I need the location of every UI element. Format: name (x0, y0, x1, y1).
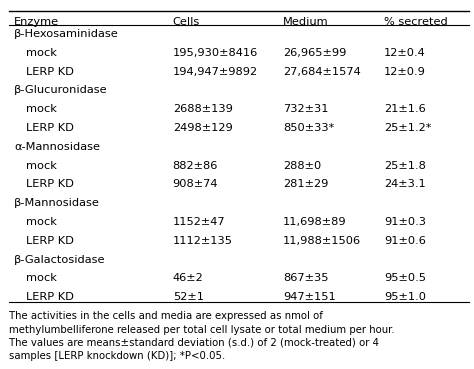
Text: 26,965±99: 26,965±99 (283, 48, 346, 58)
Text: β-Galactosidase: β-Galactosidase (14, 255, 106, 265)
Text: 194,947±9892: 194,947±9892 (173, 67, 258, 77)
Text: The activities in the cells and media are expressed as nmol of
methylumbellifero: The activities in the cells and media ar… (9, 311, 395, 361)
Text: 91±0.6: 91±0.6 (384, 236, 426, 246)
Text: Cells: Cells (173, 17, 200, 27)
Text: 11,698±89: 11,698±89 (283, 217, 346, 227)
Text: β-Glucuronidase: β-Glucuronidase (14, 85, 108, 96)
Text: 25±1.8: 25±1.8 (384, 161, 426, 170)
Text: mock: mock (26, 48, 56, 58)
Text: 24±3.1: 24±3.1 (384, 179, 426, 189)
Text: 281±29: 281±29 (283, 179, 328, 189)
Text: β-Hexosaminidase: β-Hexosaminidase (14, 29, 119, 39)
Text: 2498±129: 2498±129 (173, 123, 232, 133)
Text: 288±0: 288±0 (283, 161, 321, 170)
Text: LERP KD: LERP KD (26, 179, 73, 189)
Text: % secreted: % secreted (384, 17, 448, 27)
Text: 732±31: 732±31 (283, 104, 328, 114)
Text: 2688±139: 2688±139 (173, 104, 233, 114)
Text: Enzyme: Enzyme (14, 17, 59, 27)
Text: 11,988±1506: 11,988±1506 (283, 236, 361, 246)
Text: 91±0.3: 91±0.3 (384, 217, 426, 227)
Text: LERP KD: LERP KD (26, 292, 73, 302)
Text: 850±33*: 850±33* (283, 123, 334, 133)
Text: 867±35: 867±35 (283, 273, 328, 283)
Text: LERP KD: LERP KD (26, 123, 73, 133)
Text: 52±1: 52±1 (173, 292, 204, 302)
Text: 95±1.0: 95±1.0 (384, 292, 426, 302)
Text: mock: mock (26, 217, 56, 227)
Text: LERP KD: LERP KD (26, 67, 73, 77)
Text: LERP KD: LERP KD (26, 236, 73, 246)
Text: 908±74: 908±74 (173, 179, 218, 189)
Text: Medium: Medium (283, 17, 328, 27)
Text: 882±86: 882±86 (173, 161, 218, 170)
Text: 947±151: 947±151 (283, 292, 336, 302)
Text: 25±1.2*: 25±1.2* (384, 123, 431, 133)
Text: mock: mock (26, 104, 56, 114)
Text: mock: mock (26, 161, 56, 170)
Text: mock: mock (26, 273, 56, 283)
Text: α-Mannosidase: α-Mannosidase (14, 142, 100, 152)
Text: 12±0.4: 12±0.4 (384, 48, 426, 58)
Text: 27,684±1574: 27,684±1574 (283, 67, 361, 77)
Text: 46±2: 46±2 (173, 273, 203, 283)
Text: 95±0.5: 95±0.5 (384, 273, 426, 283)
Text: 21±1.6: 21±1.6 (384, 104, 426, 114)
Text: β-Mannosidase: β-Mannosidase (14, 198, 100, 208)
Text: 12±0.9: 12±0.9 (384, 67, 426, 77)
Text: 195,930±8416: 195,930±8416 (173, 48, 258, 58)
Text: 1152±47: 1152±47 (173, 217, 225, 227)
Text: 1112±135: 1112±135 (173, 236, 233, 246)
